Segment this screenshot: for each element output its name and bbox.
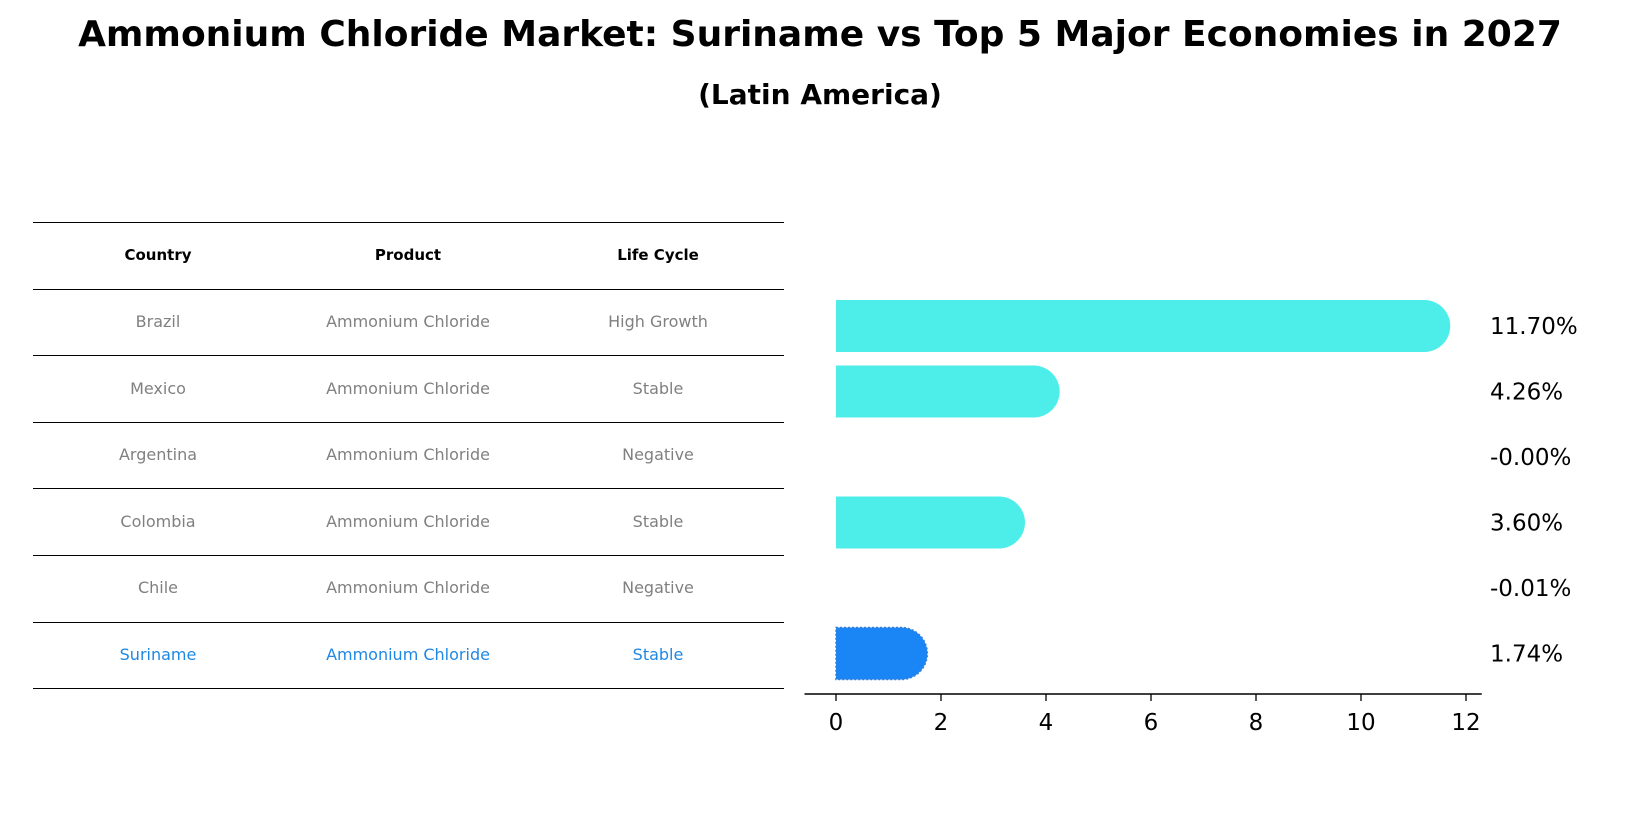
x-tick-label: 10 — [1346, 710, 1375, 736]
table-header-product: Product — [374, 246, 442, 265]
table-rule — [33, 421, 784, 423]
table-cell-life-cycle: Stable — [632, 644, 684, 664]
table-header-life-cycle: Life Cycle — [617, 246, 699, 265]
table-cell-product: Ammonium Chloride — [326, 445, 490, 465]
table-cell-country: Suriname — [119, 644, 197, 664]
chart-title: Ammonium Chloride Market: Suriname vs To… — [78, 14, 1562, 55]
x-tick-label: 12 — [1451, 710, 1480, 736]
chart-subtitle: (Latin America) — [698, 78, 942, 111]
data-label-brazil: 11.70% — [1490, 314, 1578, 340]
table-cell-product: Ammonium Chloride — [326, 578, 490, 598]
table-rule — [33, 621, 784, 623]
data-label-chile: -0.01% — [1490, 576, 1571, 602]
table-cell-country: Argentina — [118, 445, 198, 465]
table-header-country: Country — [124, 246, 192, 265]
table-cell-life-cycle: Negative — [622, 445, 694, 465]
table-cell-product: Ammonium Chloride — [326, 511, 490, 531]
table-cell-product: Ammonium Chloride — [326, 378, 490, 398]
table-rule — [33, 355, 784, 357]
bar-suriname — [835, 626, 929, 681]
table-cell-product: Ammonium Chloride — [326, 311, 490, 331]
data-label-argentina: -0.00% — [1490, 445, 1571, 471]
x-tick-label: 0 — [829, 710, 844, 736]
data-label-suriname: 1.74% — [1490, 642, 1563, 668]
bar-colombia — [836, 496, 1025, 549]
data-label-mexico: 4.26% — [1490, 380, 1563, 406]
table-rule — [33, 688, 784, 690]
table-rule — [33, 288, 784, 290]
x-tick-label: 6 — [1144, 710, 1159, 736]
table-cell-life-cycle: Stable — [632, 378, 684, 398]
table-cell-country: Mexico — [130, 378, 186, 398]
x-tick-label: 8 — [1249, 710, 1264, 736]
x-tick-label: 2 — [934, 710, 949, 736]
table-rule — [33, 555, 784, 556]
table-rule — [33, 488, 784, 490]
table-cell-life-cycle: High Growth — [608, 311, 708, 331]
table-cell-country: Brazil — [135, 311, 181, 331]
table-cell-country: Colombia — [120, 511, 196, 531]
table-cell-product: Ammonium Chloride — [326, 644, 490, 664]
data-label-colombia: 3.60% — [1490, 511, 1563, 537]
x-tick-label: 4 — [1039, 710, 1054, 736]
bar-mexico — [836, 365, 1060, 418]
bar-brazil — [836, 300, 1451, 352]
table-cell-country: Chile — [137, 578, 179, 598]
table-cell-life-cycle: Negative — [622, 578, 694, 598]
table-cell-life-cycle: Stable — [632, 511, 684, 531]
table-rule — [33, 222, 784, 223]
